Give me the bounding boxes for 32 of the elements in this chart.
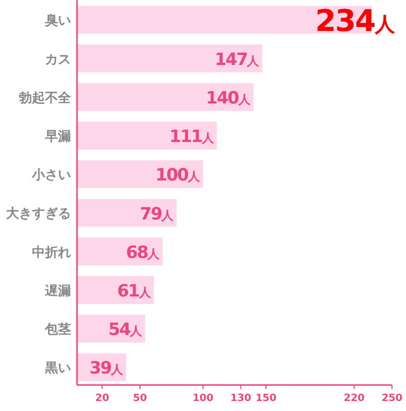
y-tick-label: 中折れ: [32, 245, 71, 260]
y-tick-label: 包茎: [44, 322, 71, 338]
data-label: 54人: [108, 320, 144, 340]
y-tick-label: 小さい: [31, 168, 71, 184]
y-tick-label: 黒い: [44, 361, 71, 376]
bar: [77, 198, 177, 227]
y-tick-label: 勃起不全: [19, 90, 72, 106]
data-label: 140人: [206, 88, 252, 108]
x-tick-label: 20: [95, 393, 110, 404]
bar: [77, 122, 217, 150]
data-label: 39人: [89, 358, 124, 379]
x-tick-label: 130: [230, 393, 252, 404]
bar: [77, 276, 154, 304]
data-label: 61人: [117, 281, 152, 302]
data-label: 111人: [169, 127, 215, 148]
x-tick-label: 100: [192, 393, 214, 404]
data-label: 147人: [214, 50, 260, 70]
y-tick-label: 早漏: [44, 130, 71, 145]
data-label: 234人: [315, 4, 396, 40]
bar: [77, 83, 254, 111]
x-tick-label: 220: [344, 393, 365, 404]
data-label: 79人: [140, 204, 175, 224]
y-tick-label: 大きすぎる: [6, 206, 71, 222]
x-tick-label: 50: [133, 393, 147, 404]
y-tick-label: 臭い: [45, 14, 71, 29]
data-label: 100人: [156, 166, 201, 186]
y-tick-label: 遅漏: [44, 284, 71, 299]
x-tick-label: 150: [256, 393, 276, 404]
x-tick-label: 250: [382, 393, 402, 404]
bar: [77, 44, 262, 72]
data-label: 68人: [126, 242, 161, 263]
y-tick-label: カス: [45, 52, 71, 68]
